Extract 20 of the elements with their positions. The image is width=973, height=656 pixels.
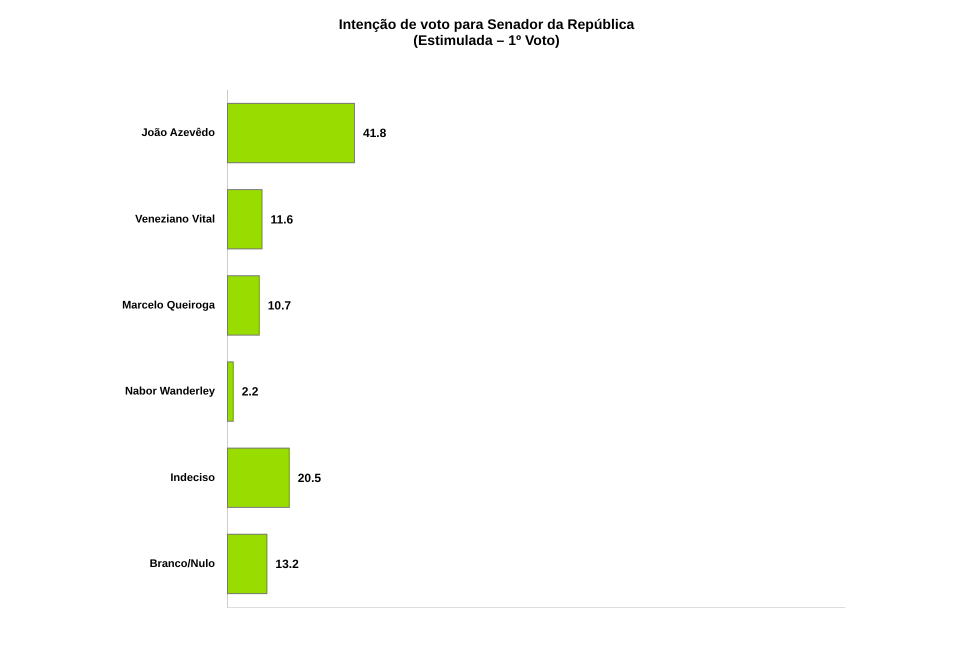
y-tick-label: João Azevêdo (141, 127, 216, 140)
text: (Estimulada – 1º Voto) (413, 32, 560, 48)
data-label: 20.5 (298, 470, 322, 485)
bar (227, 275, 260, 336)
text: Intenção de voto para Senador da República (338, 16, 635, 32)
y-tick-label: Indeciso (170, 472, 216, 484)
y-tick-label: Veneziano Vital (135, 213, 215, 226)
data-label: 10.7 (268, 298, 292, 312)
data-label: 13.2 (275, 556, 300, 571)
data-label: 41.8 (362, 126, 387, 140)
bar (227, 189, 263, 250)
data-label: 2.2 (242, 384, 259, 399)
y-tick-label: Marcelo Queiroga (122, 299, 216, 312)
bar (227, 534, 268, 594)
bar (227, 361, 234, 422)
bar (227, 102, 355, 164)
data-label: 11.6 (270, 212, 294, 226)
y-tick-label: Branco/Nulo (150, 558, 216, 570)
y-tick-label: Nabor Wanderley (124, 386, 216, 398)
bar (227, 448, 290, 508)
